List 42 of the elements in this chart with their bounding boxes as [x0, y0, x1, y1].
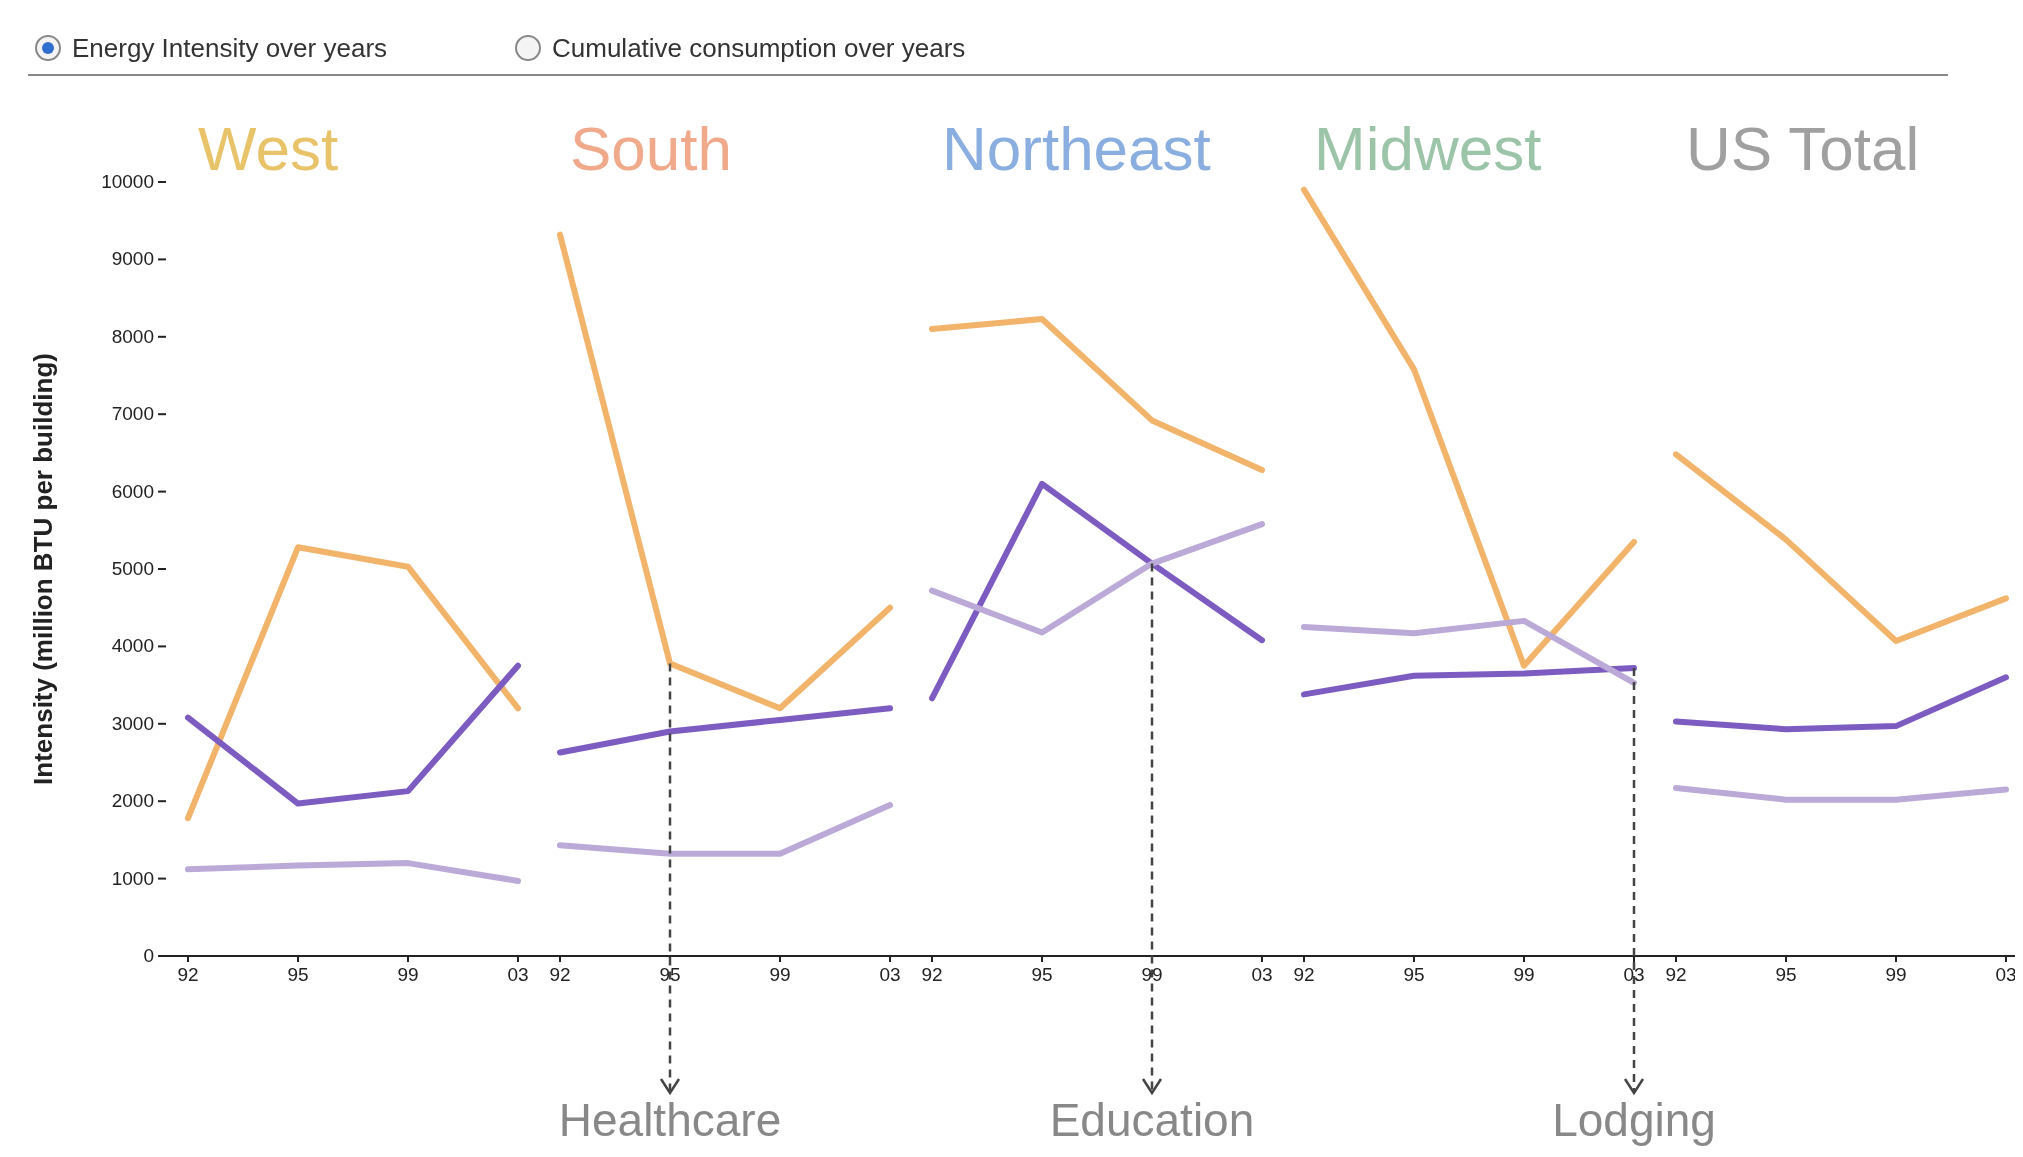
y-tick-label: 3000: [111, 712, 154, 734]
chart-title: South: [570, 114, 733, 183]
x-tick-label: 03: [507, 964, 529, 985]
x-tick-label: 95: [1031, 964, 1053, 985]
y-tick-label: 2000: [111, 790, 154, 812]
y-tick-label: 10000: [101, 171, 154, 192]
annotation: Lodging: [1552, 1094, 1716, 1146]
text: Energy Intensity over years: [72, 33, 388, 63]
y-tick-label: 1000: [111, 867, 154, 889]
x-tick-label: 03: [1995, 964, 2017, 985]
x-tick-label: 95: [1775, 964, 1797, 985]
y-tick-label: 6000: [111, 480, 154, 502]
y-tick-label: 8000: [111, 325, 154, 347]
y-tick-label: 0: [143, 945, 154, 966]
chart-title: US Total: [1686, 114, 1920, 183]
text: Cumulative consumption over years: [552, 33, 966, 63]
chart-title: Northeast: [942, 114, 1211, 183]
annotation: Healthcare: [558, 1094, 782, 1146]
annotation: Education: [1049, 1094, 1255, 1146]
x-tick-label: 03: [1623, 964, 1645, 985]
x-tick-label: 92: [921, 964, 943, 985]
x-tick-label: 99: [1513, 964, 1535, 985]
x-tick-label: 95: [1403, 964, 1425, 985]
x-tick-label: 99: [1141, 964, 1163, 985]
x-tick-label: 99: [1885, 964, 1907, 985]
x-tick-label: 95: [659, 964, 681, 985]
x-tick-label: 92: [177, 964, 199, 985]
y-tick-label: 7000: [111, 403, 154, 425]
x-tick-label: 92: [1293, 964, 1315, 985]
y-axis-title: Intensity (million BTU per building): [28, 353, 58, 785]
x-tick-label: 99: [397, 964, 419, 985]
y-tick-label: 5000: [111, 558, 154, 579]
x-tick-label: 03: [1251, 964, 1273, 985]
y-tick-label: 4000: [111, 635, 154, 657]
x-tick-label: 92: [1665, 964, 1687, 985]
x-tick-label: 99: [769, 964, 791, 985]
y-tick-label: 9000: [111, 248, 154, 270]
x-tick-label: 03: [879, 964, 901, 985]
chart-title: Midwest: [1314, 114, 1542, 183]
chart-title: West: [198, 114, 339, 183]
x-tick-label: 95: [287, 964, 309, 985]
x-tick-label: 92: [549, 964, 571, 985]
